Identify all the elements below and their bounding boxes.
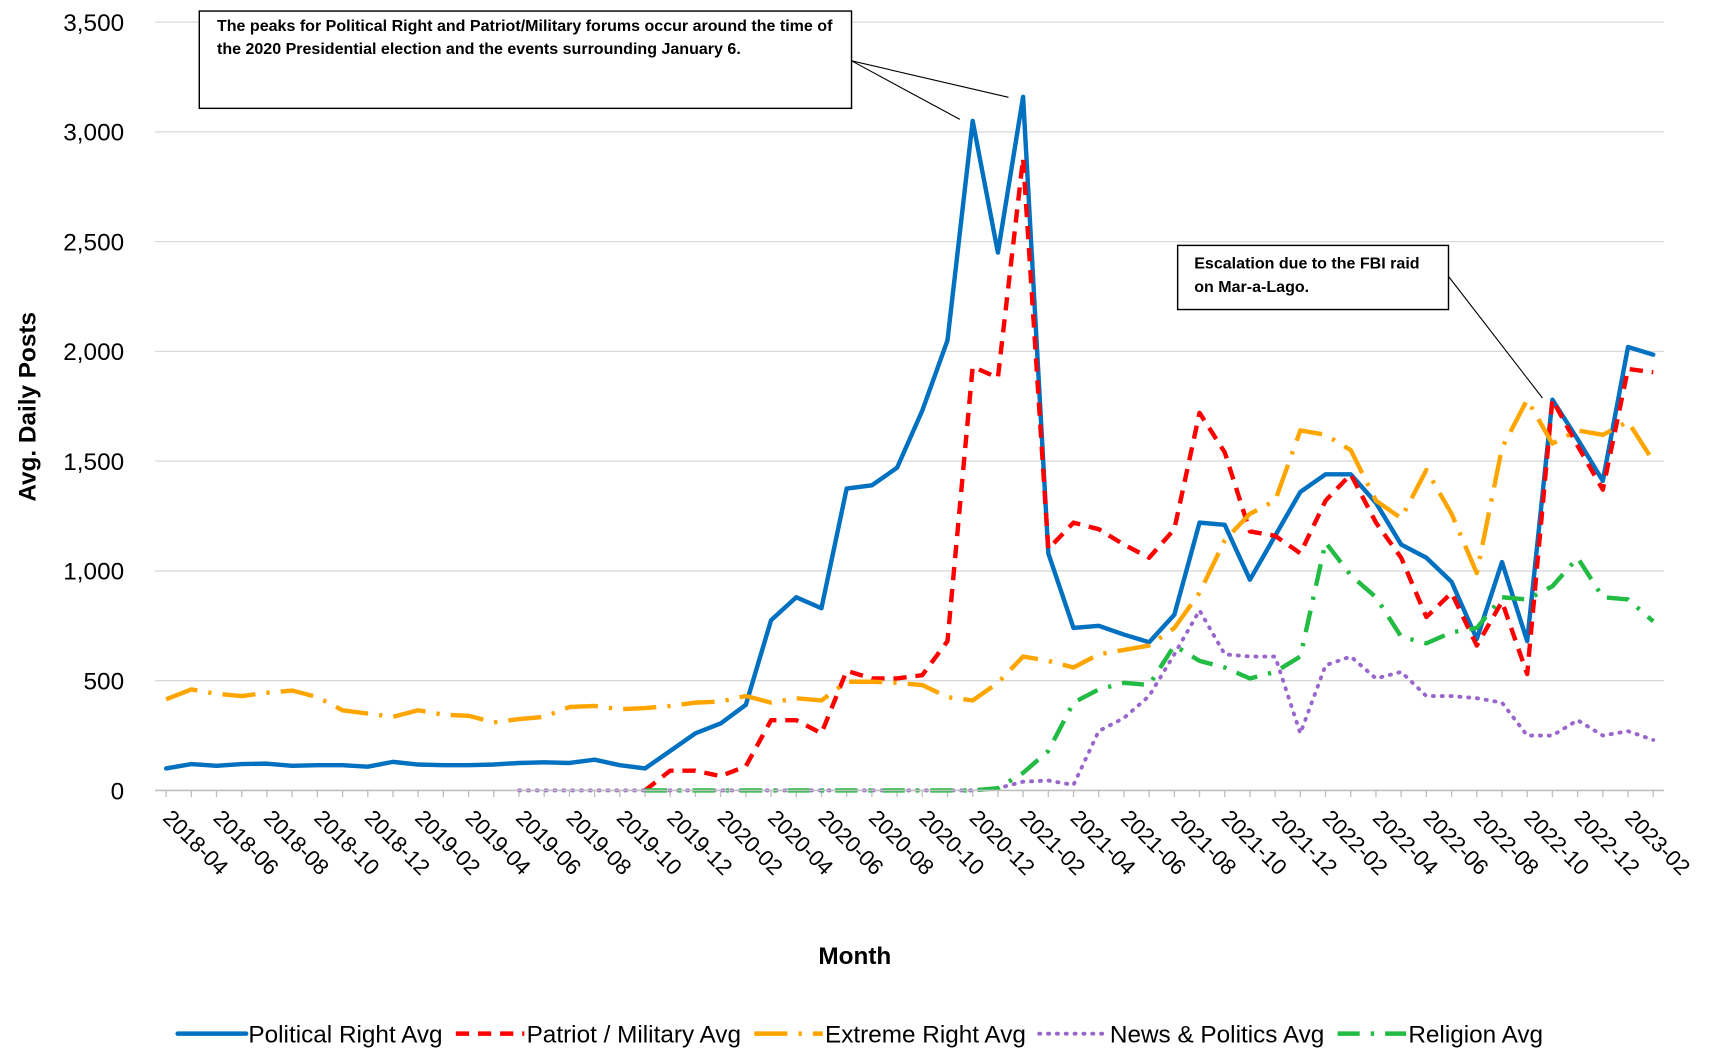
legend-label: Political Right Avg bbox=[248, 1021, 442, 1048]
series-layer bbox=[163, 94, 1656, 793]
y-tick-label: 2,500 bbox=[63, 229, 124, 256]
legend-label: Religion Avg bbox=[1408, 1021, 1543, 1048]
annotation-arrow bbox=[851, 60, 961, 120]
annotation: The peaks for Political Right and Patrio… bbox=[216, 17, 833, 59]
grid: 05001,0001,5002,0002,5003,0003,5002018-0… bbox=[63, 10, 1695, 880]
legend-label: Extreme Right Avg bbox=[825, 1021, 1026, 1048]
annotation-arrow bbox=[851, 60, 1009, 98]
annotation-box bbox=[1176, 244, 1450, 311]
series-line bbox=[163, 94, 1656, 771]
legend-label: Patriot / Military Avg bbox=[527, 1021, 741, 1048]
series-line bbox=[643, 155, 1654, 793]
legend-label: News & Politics Avg bbox=[1110, 1021, 1324, 1048]
y-tick-label: 0 bbox=[111, 778, 125, 805]
series-line bbox=[517, 608, 1656, 793]
legend: Political Right Avg Patriot / Military Av… bbox=[175, 1021, 1543, 1048]
y-tick-label: 1,000 bbox=[63, 559, 124, 586]
x-axis-title: Month bbox=[818, 943, 891, 970]
y-tick-label: 3,500 bbox=[63, 10, 124, 37]
annotation-text: The peaks for Political Right and Patrio… bbox=[216, 17, 833, 59]
y-axis-title: Avg. Daily Posts bbox=[15, 312, 42, 502]
y-tick-label: 500 bbox=[84, 669, 125, 696]
annotation: Escalation due to the FBI raid on Mar-a-… bbox=[1194, 255, 1420, 297]
series-line bbox=[165, 397, 1656, 725]
y-tick-label: 3,000 bbox=[63, 120, 124, 147]
series-line bbox=[645, 540, 1655, 793]
annotation-text: Escalation due to the FBI raid on Mar-a-… bbox=[1194, 255, 1420, 297]
annotation-box bbox=[198, 10, 853, 110]
y-tick-label: 2,000 bbox=[63, 339, 124, 366]
annotation-arrow bbox=[1448, 276, 1543, 399]
y-tick-label: 1,500 bbox=[63, 449, 124, 476]
